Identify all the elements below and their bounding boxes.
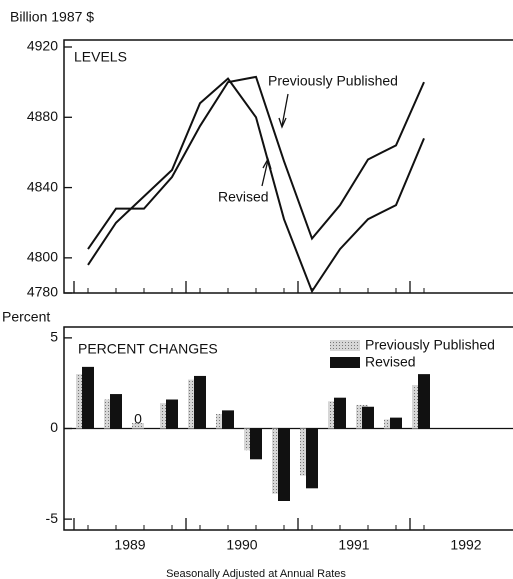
unit-label: Percent <box>2 309 50 325</box>
legend-swatch <box>330 357 360 368</box>
line-series <box>87 77 425 294</box>
bar <box>194 375 206 429</box>
x-tick-label: 1992 <box>450 537 481 553</box>
bar <box>418 374 430 429</box>
y-tick-label: 4800 <box>27 249 58 265</box>
bar <box>278 428 290 501</box>
footnote: Seasonally Adjusted at Annual Rates <box>166 568 346 579</box>
annotation: 0 <box>134 411 142 427</box>
bar <box>110 394 122 429</box>
y-tick-label: 0 <box>50 419 58 435</box>
unit-label: Billion 1987 $ <box>10 9 94 25</box>
y-tick-label: 4840 <box>27 178 58 194</box>
legend-label: Revised <box>365 354 416 370</box>
y-tick-label: 5 <box>50 329 58 345</box>
y-tick-label: 4880 <box>27 108 58 124</box>
bar <box>82 366 94 429</box>
bar <box>362 406 374 429</box>
y-tick-label: -5 <box>46 510 59 526</box>
x-tick-label: 1989 <box>114 537 145 553</box>
legend-label: Previously Published <box>365 337 495 353</box>
y-tick-label: 4780 <box>27 284 58 300</box>
bar <box>222 410 234 429</box>
x-tick-label: 1990 <box>226 537 257 553</box>
bar <box>306 428 318 489</box>
y-tick-label: 4920 <box>27 38 58 54</box>
bar <box>334 397 346 429</box>
bar <box>390 417 402 429</box>
series-annotation: Previously Published <box>268 73 398 89</box>
bar <box>250 428 262 460</box>
panel-title: PERCENT CHANGES <box>78 341 218 357</box>
panel-title: LEVELS <box>74 49 127 65</box>
bar <box>166 399 178 429</box>
bar <box>132 423 144 429</box>
series-annotation: Revised <box>218 189 269 205</box>
line-series <box>87 75 425 250</box>
legend-swatch <box>330 340 360 351</box>
x-tick-label: 1991 <box>338 537 369 553</box>
